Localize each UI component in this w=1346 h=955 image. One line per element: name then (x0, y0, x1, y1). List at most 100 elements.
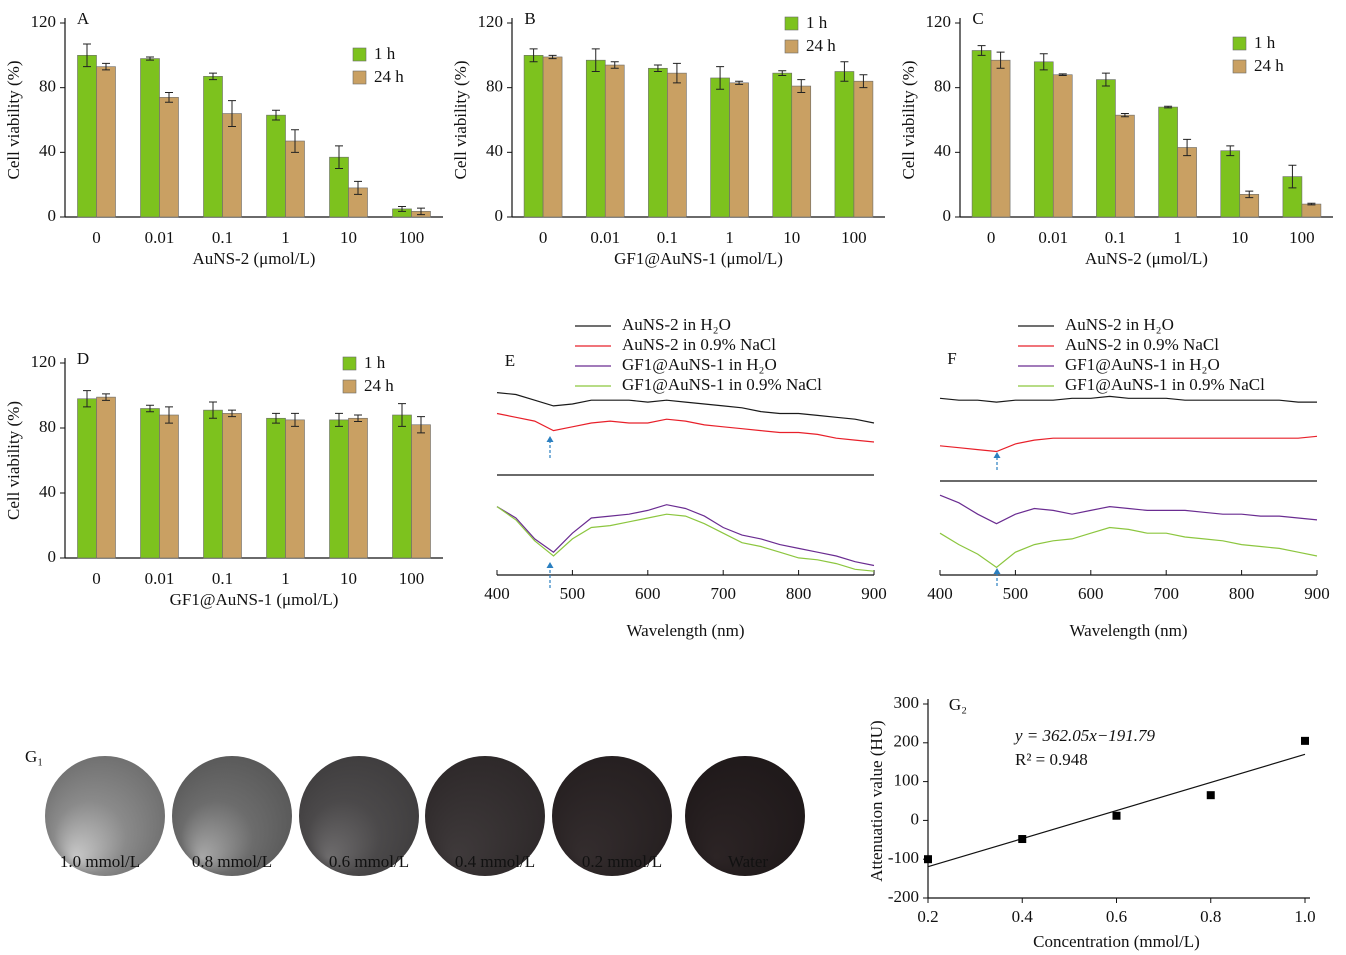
error-bar (1245, 190, 1254, 199)
legend-label: 24 h (364, 376, 394, 395)
y-tick-label: 0 (943, 206, 952, 225)
bar (729, 82, 749, 218)
y-tick-label: 0 (48, 206, 57, 225)
spectrum-line (939, 435, 1318, 453)
data-point (924, 855, 932, 864)
legend-swatch (784, 39, 799, 54)
y-tick-label: 80 (39, 417, 56, 436)
error-bar (1101, 72, 1110, 87)
panel-label: A (77, 9, 90, 28)
x-tick-label: 0.01 (145, 569, 175, 588)
data-point (1112, 811, 1121, 820)
y-tick-label: 100 (894, 771, 920, 790)
legend-label: 24 h (374, 67, 404, 86)
error-bar (83, 43, 91, 68)
x-tick-label: 0.2 (917, 907, 938, 926)
error-bar (977, 45, 986, 56)
y-tick-label: 0 (911, 809, 920, 828)
bar (1096, 79, 1116, 218)
x-tick-label: 1 (1173, 228, 1182, 247)
bar (222, 413, 242, 559)
bar (1158, 106, 1178, 218)
bar (523, 55, 544, 218)
legend-label: 1 h (364, 353, 386, 372)
error-bar (1288, 164, 1297, 189)
bar (140, 408, 160, 559)
bar (159, 97, 179, 218)
y-tick-label: 200 (894, 732, 920, 751)
error-bar (335, 412, 343, 427)
legend-swatch (1232, 59, 1247, 74)
bar (1220, 150, 1241, 218)
x-tick-label: 0 (92, 569, 101, 588)
error-bar (165, 406, 173, 424)
legend-swatch (342, 379, 357, 394)
error-bar (529, 48, 538, 63)
x-tick-label: 700 (1153, 584, 1179, 603)
error-bar (778, 70, 787, 77)
y-tick-label: 40 (39, 141, 56, 160)
bar (648, 67, 668, 218)
x-tick-label: 10 (783, 228, 800, 247)
arrow-head (546, 562, 554, 568)
spectrum-line (496, 412, 875, 443)
phantom (552, 756, 672, 876)
y-axis-label: Attenuation value (HU) (867, 720, 886, 881)
bar (772, 72, 793, 218)
x-tick-label: 0.1 (212, 228, 233, 247)
error-bar (417, 207, 425, 216)
x-tick-label: 0.01 (590, 228, 620, 247)
sample-label: 0.2 mmol/L (582, 852, 662, 871)
x-axis-label: Wavelength (nm) (1069, 621, 1187, 640)
error-bar (610, 61, 619, 69)
y-axis-label: Cell viability (%) (899, 61, 918, 180)
phantom-panel: G₁ 1.0 mmol/L 0.8 mmol/L 0.6 mmol/L 0.4 … (25, 747, 805, 876)
bar (285, 419, 305, 559)
phantom (172, 756, 292, 876)
bar (971, 50, 992, 218)
legend-label: GF1@AuNS-1 in H₂O (1065, 355, 1220, 374)
phantom (299, 756, 419, 876)
legend-label: AuNS-2 in 0.9% NaCl (622, 335, 776, 354)
error-bar (1058, 73, 1067, 77)
legend-label: 1 h (374, 44, 396, 63)
x-tick-label: 600 (635, 584, 661, 603)
bar (1052, 74, 1073, 218)
x-tick-label: 400 (484, 584, 510, 603)
x-tick-label: 1 (725, 228, 734, 247)
error-bar (1226, 145, 1235, 157)
y-tick-label: 80 (486, 77, 503, 96)
error-bar (272, 412, 280, 424)
x-tick-label: 100 (399, 228, 425, 247)
bar (203, 76, 223, 218)
bar (604, 64, 625, 218)
bar (140, 58, 160, 218)
phantom (45, 756, 165, 876)
error-bar (102, 393, 110, 401)
bar (96, 396, 116, 559)
panel-label: B (524, 9, 535, 28)
y-tick-label: 120 (31, 352, 57, 371)
y-axis-label: Cell viability (%) (4, 401, 23, 520)
error-bar (228, 100, 236, 127)
legend-label: AuNS-2 in H₂O (622, 315, 731, 334)
x-tick-label: 100 (1289, 228, 1315, 247)
x-tick-label: 600 (1078, 584, 1104, 603)
x-tick-label: 1 (281, 569, 290, 588)
bar (266, 114, 286, 218)
bar (411, 424, 431, 559)
legend-label: AuNS-2 in 0.9% NaCl (1065, 335, 1219, 354)
error-bar (653, 64, 662, 72)
legend-label: GF1@AuNS-1 in 0.9% NaCl (622, 375, 822, 394)
legend-label: 24 h (806, 36, 836, 55)
legend-swatch (1232, 36, 1247, 51)
x-tick-label: 0 (539, 228, 548, 247)
bar (348, 417, 368, 559)
x-axis-label: Wavelength (nm) (626, 621, 744, 640)
error-bar (146, 56, 154, 61)
bar (96, 66, 116, 218)
data-point (1018, 835, 1027, 844)
y-axis-label: Cell viability (%) (451, 61, 470, 180)
panel-label: G₁ (25, 747, 43, 766)
x-tick-label: 0.01 (145, 228, 175, 247)
